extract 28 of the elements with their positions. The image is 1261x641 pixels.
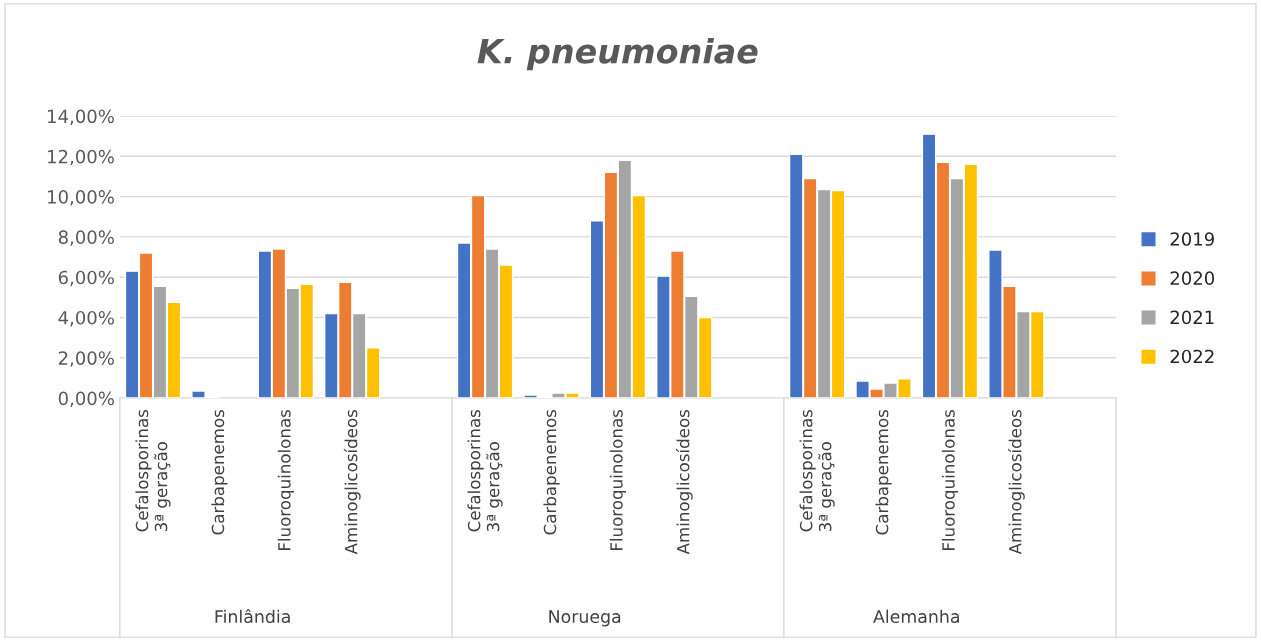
x-tick-label: Aminoglicosídeos [343, 409, 361, 555]
y-tick-label: 10,00% [48, 190, 114, 206]
y-tick-label: 6,00% [58, 270, 114, 287]
x-tick-label: Cefalosporinas 3ª geração [135, 409, 171, 532]
y-tick-label: 0,00% [58, 391, 114, 408]
x-tick-label: Carbapenemos [543, 409, 560, 535]
legend-label: 2019 [1170, 232, 1214, 246]
x-tick-label: Cefalosporinas 3ª geração [467, 409, 503, 532]
y-tick-label: 2,00% [58, 351, 114, 367]
x-tick-label: Fluoroquinolonas [941, 409, 959, 551]
text: Finlândia [215, 608, 290, 624]
x-tick-label: Fluoroquinolonas [609, 409, 626, 551]
x-tick-label: Fluoroquinolonas [277, 409, 294, 551]
x-tick-label: Carbapenemos [875, 409, 892, 535]
y-tick-label: 8,00% [58, 230, 114, 246]
legend-label: 2021 [1170, 310, 1214, 325]
text: Alemanha [873, 609, 959, 624]
y-tick-label: 4,00% [58, 310, 114, 327]
chart-title: K. pneumoniae [477, 37, 758, 71]
y-tick-label: 12,00% [48, 149, 114, 166]
x-tick-label: Cefalosporinas 3ª geração [799, 409, 835, 532]
x-tick-label: Aminoglicosídeos [1007, 409, 1025, 555]
text: Noruega [549, 610, 621, 627]
x-tick-label: Aminoglicosídeos [675, 409, 693, 555]
legend-label: 2022 [1170, 349, 1214, 364]
legend-label: 2020 [1170, 271, 1215, 286]
x-tick-label: Carbapenemos [211, 409, 228, 535]
y-tick-label: 14,00% [48, 109, 114, 125]
